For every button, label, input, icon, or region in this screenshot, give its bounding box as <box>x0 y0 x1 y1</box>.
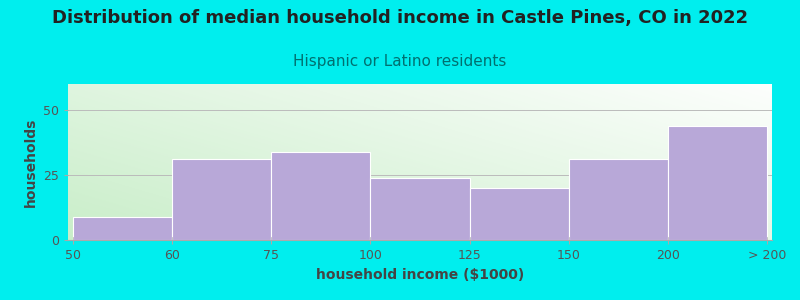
Bar <box>668 126 767 240</box>
Text: Distribution of median household income in Castle Pines, CO in 2022: Distribution of median household income … <box>52 9 748 27</box>
Bar <box>271 152 370 240</box>
Bar <box>73 217 172 240</box>
Bar <box>172 159 271 240</box>
Bar <box>370 178 470 240</box>
Bar <box>569 159 668 240</box>
Bar <box>470 188 569 240</box>
X-axis label: household income ($1000): household income ($1000) <box>316 268 524 282</box>
Y-axis label: households: households <box>23 117 38 207</box>
Text: Hispanic or Latino residents: Hispanic or Latino residents <box>294 54 506 69</box>
